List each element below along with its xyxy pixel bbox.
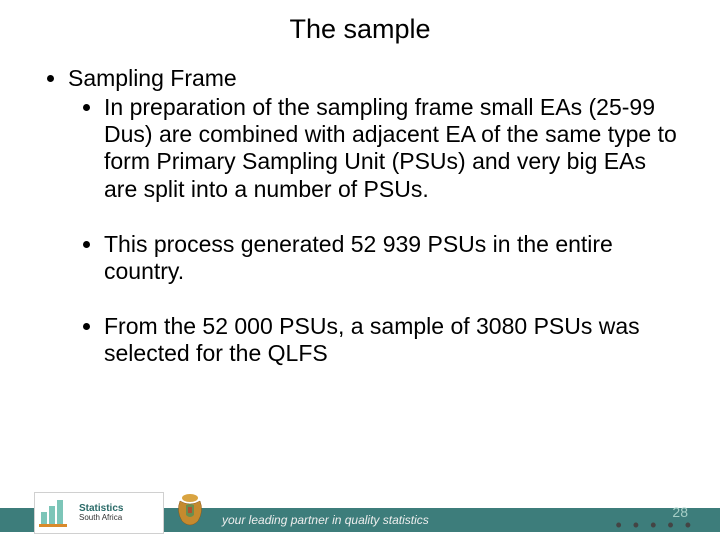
heading-text: Sampling Frame [68, 65, 237, 91]
logo-text-bottom: South Africa [79, 514, 123, 522]
coat-of-arms-icon [172, 492, 208, 532]
slide: The sample Sampling Frame In preparation… [0, 0, 720, 540]
footer-dots: • • • • • [615, 515, 694, 536]
slide-title: The sample [0, 0, 720, 45]
slide-content: Sampling Frame In preparation of the sam… [0, 45, 720, 367]
bullet-item: This process generated 52 939 PSUs in th… [104, 231, 680, 285]
footer: Statistics South Africa your leading par… [0, 486, 720, 540]
logo-text: Statistics South Africa [79, 504, 123, 523]
statistics-logo: Statistics South Africa [34, 492, 164, 534]
bullet-heading: Sampling Frame In preparation of the sam… [68, 65, 680, 367]
bullet-item: In preparation of the sampling frame sma… [104, 94, 680, 203]
logo-bars-icon [39, 498, 73, 528]
footer-tagline: your leading partner in quality statisti… [222, 513, 429, 527]
bullet-item: From the 52 000 PSUs, a sample of 3080 P… [104, 313, 680, 367]
